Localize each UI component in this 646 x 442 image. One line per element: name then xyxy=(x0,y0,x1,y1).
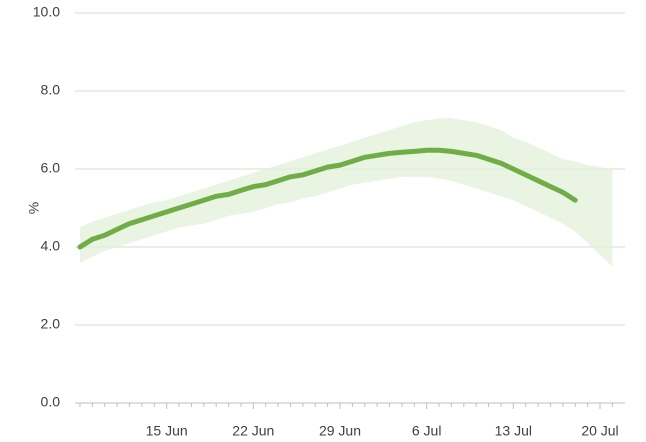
y-tick-label: 2.0 xyxy=(41,316,61,332)
y-tick-label: 6.0 xyxy=(41,160,61,176)
y-tick-label: 10.0 xyxy=(33,4,60,20)
y-axis-label: % xyxy=(26,202,42,214)
x-tick-label: 6 Jul xyxy=(412,423,442,439)
y-tick-label: 0.0 xyxy=(41,394,61,410)
x-tick-label: 15 Jun xyxy=(146,423,188,439)
data-line xyxy=(77,147,578,250)
x-tick-label: 20 Jul xyxy=(581,423,618,439)
y-tick-label: 8.0 xyxy=(41,82,61,98)
y-tick-label: 4.0 xyxy=(41,238,61,254)
x-tick-label: 22 Jun xyxy=(232,423,274,439)
confidence-band xyxy=(80,118,613,267)
x-tick-label: 29 Jun xyxy=(319,423,361,439)
x-tick-label: 13 Jul xyxy=(495,423,532,439)
